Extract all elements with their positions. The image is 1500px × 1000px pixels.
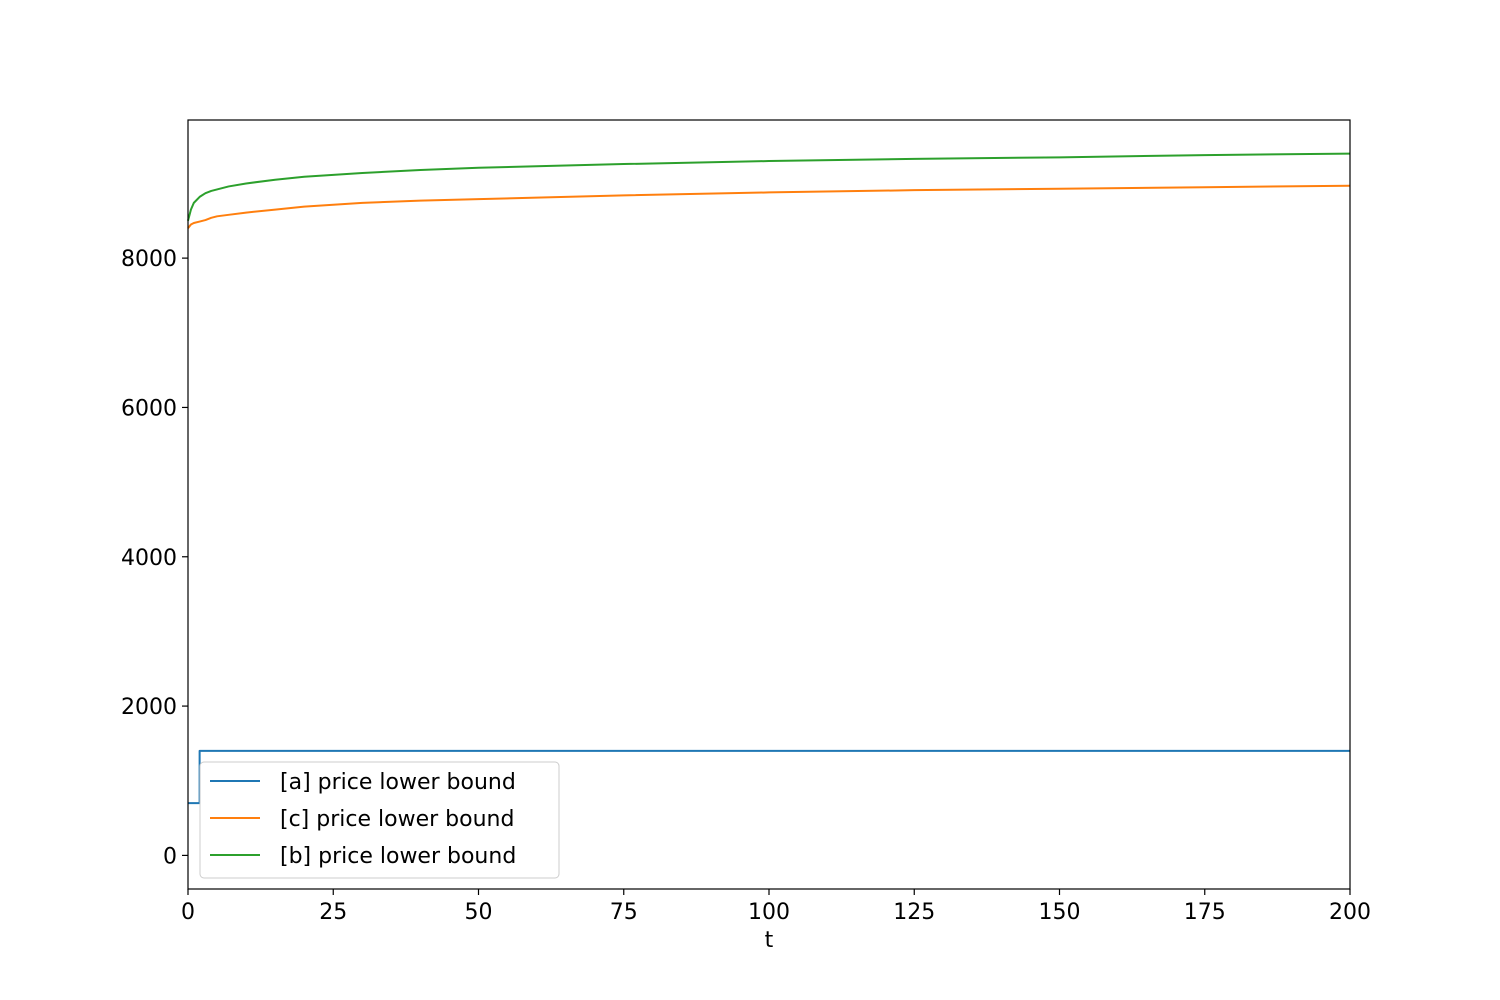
- y-tick-label: 8000: [121, 247, 177, 272]
- x-tick-label: 100: [748, 900, 790, 925]
- x-tick-label: 0: [181, 900, 195, 925]
- legend-box: [199, 761, 560, 879]
- x-tick-label: 25: [319, 900, 347, 925]
- y-tick-label: 6000: [121, 396, 177, 421]
- y-axis-ticks: 0 2000 4000 6000 8000: [121, 247, 188, 869]
- x-tick-label: 200: [1329, 900, 1371, 925]
- x-axis-label: t: [765, 928, 774, 953]
- x-tick-label: 175: [1184, 900, 1226, 925]
- legend: [a] price lower bound [c] price lower bou…: [199, 761, 560, 879]
- x-tick-label: 150: [1039, 900, 1081, 925]
- y-tick-label: 4000: [121, 546, 177, 571]
- legend-label: [a] price lower bound: [280, 770, 516, 795]
- y-tick-label: 0: [163, 844, 177, 869]
- series-line-1: [187, 184, 1351, 229]
- series-line-2: [187, 152, 1351, 222]
- x-axis-ticks: 0 25 50 75 100 125 150 175 200: [181, 889, 1371, 925]
- legend-label: [c] price lower bound: [280, 807, 514, 832]
- x-tick-label: 75: [610, 900, 638, 925]
- legend-label: [b] price lower bound: [280, 844, 516, 869]
- y-tick-label: 2000: [121, 695, 177, 720]
- x-tick-label: 50: [465, 900, 493, 925]
- x-tick-label: 125: [893, 900, 935, 925]
